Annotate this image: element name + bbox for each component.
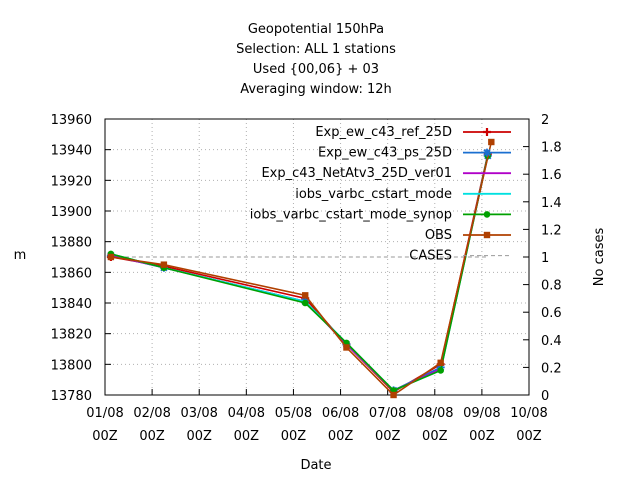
data-point [390,392,396,398]
x-tick-label-hour: 00Z [92,429,118,444]
axis-ticks: 13780 13800 13820 13840 13860 13880 13900 13920… [51,113,562,444]
x-tick-label-date: 04/08 [228,406,265,421]
legend-label: Exp_c43_NetAtv3_25D_ver01 [261,166,452,181]
x-tick-label-date: 01/08 [86,406,123,421]
x-tick-label-date: 09/08 [463,406,500,421]
x-tick-label-hour: 00Z [234,429,260,444]
y-tick-label: 13900 [51,205,92,220]
data-point [437,360,443,366]
x-tick-label-hour: 00Z [281,429,307,444]
x-tick-label-hour: 00Z [186,429,212,444]
y2-tick-label: 1 [541,251,549,266]
y2-tick-label: 1.4 [541,196,562,211]
legend-label: OBS [425,228,452,243]
x-tick-label-date: 06/08 [322,406,359,421]
legend-marker [483,149,491,157]
legend-marker [484,211,491,218]
y2-tick-label: 1.6 [541,168,562,183]
title-line: Selection: ALL 1 stations [236,42,396,57]
x-tick-label-hour: 00Z [375,429,401,444]
x-tick-label-date: 03/08 [180,406,217,421]
data-point [343,344,349,350]
legend-label: Exp_ew_c43_ps_25D [318,146,452,161]
data-point [437,367,444,374]
legend-label: iobs_varbc_cstart_mode_synop [250,207,452,222]
legend-label: CASES [409,249,452,264]
y2-axis-label: No cases [592,228,607,287]
x-tick-label-date: 07/08 [369,406,406,421]
y-axis-label: m [14,248,27,263]
y-tick-label: 13840 [51,297,92,312]
y2-tick-label: 1.2 [541,223,562,238]
y-tick-label: 13860 [51,266,92,281]
x-tick-label-date: 10/08 [510,406,547,421]
x-tick-label-date: 05/08 [275,406,312,421]
y2-tick-label: 0.4 [541,334,562,349]
y2-tick-label: 2 [541,113,549,128]
x-axis-label: Date [300,458,331,473]
x-tick-label-hour: 00Z [139,429,165,444]
y-tick-label: 13960 [51,113,92,128]
y2-tick-label: 0.6 [541,306,562,321]
y-tick-label: 13820 [51,328,92,343]
y-tick-label: 13940 [51,144,92,159]
x-tick-label-hour: 00Z [469,429,495,444]
data-point [161,261,167,267]
x-tick-label-hour: 00Z [516,429,542,444]
y-tick-label: 13920 [51,174,92,189]
y2-tick-label: 0 [541,389,549,404]
legend-marker [483,128,491,136]
y-tick-label: 13880 [51,236,92,251]
legend: Exp_ew_c43_ref_25D Exp_ew_c43_ps_25D Exp_c… [250,125,511,264]
x-tick-label-hour: 00Z [328,429,354,444]
title-line: Averaging window: 12h [240,82,392,97]
chart-title: Geopotential 150hPa Selection: ALL 1 stat… [236,22,396,97]
y-tick-label: 13780 [51,389,92,404]
x-tick-label-date: 08/08 [416,406,453,421]
y2-tick-label: 1.8 [541,141,562,156]
title-line: Geopotential 150hPa [248,22,384,37]
data-point [108,254,114,260]
y-tick-label: 13800 [51,358,92,373]
y2-tick-label: 0.2 [541,361,562,376]
data-point [302,292,308,298]
x-tick-label-hour: 00Z [422,429,448,444]
legend-marker [484,232,490,238]
title-line: Used {00,06} + 03 [253,62,379,77]
data-point [488,139,494,145]
x-tick-label-date: 02/08 [133,406,170,421]
y2-tick-label: 0.8 [541,279,562,294]
legend-label: Exp_ew_c43_ref_25D [315,125,452,140]
legend-label: iobs_varbc_cstart_mode [295,187,452,202]
data-point [302,300,309,307]
